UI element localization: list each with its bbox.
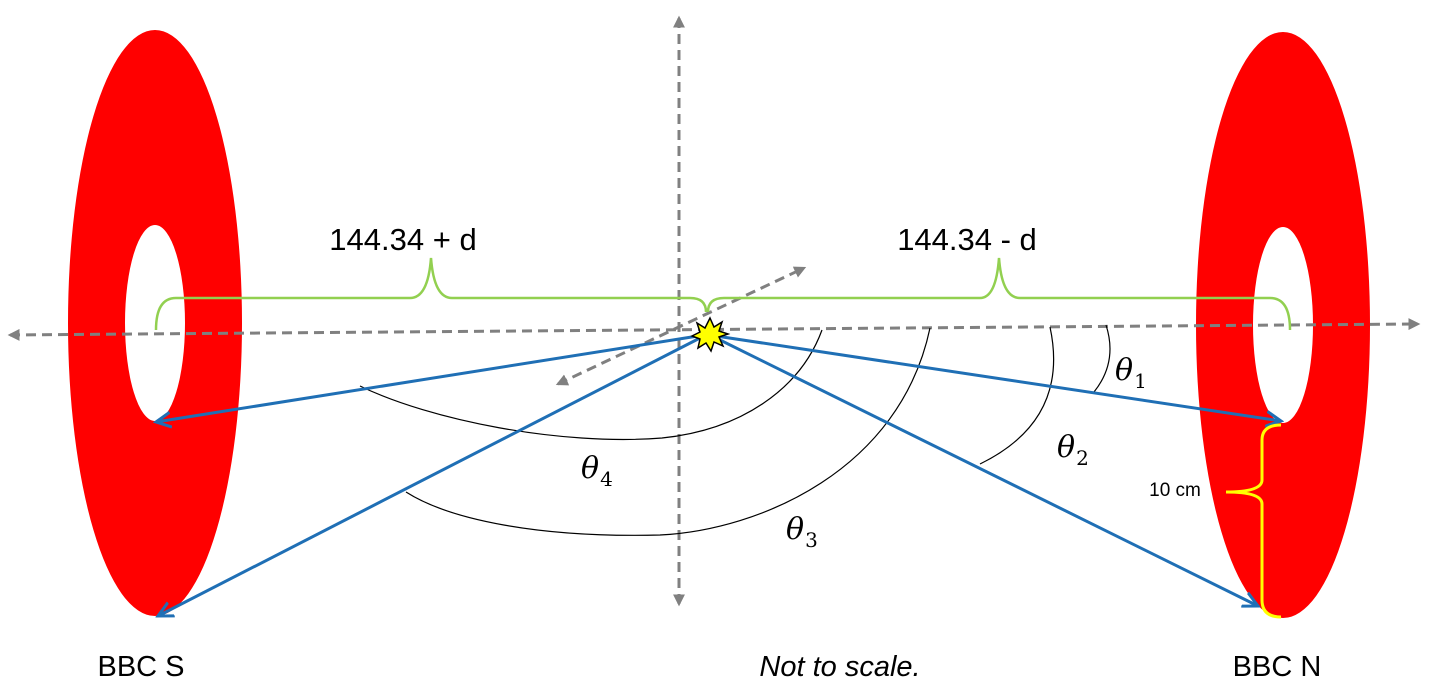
right-distance-label: 144.34 - d	[897, 222, 1037, 257]
theta4-arc	[359, 329, 823, 441]
ray-south-inner	[156, 334, 699, 422]
theta1-arc	[1093, 324, 1111, 393]
ray-south-outer	[158, 336, 701, 616]
collision-vertex-burst	[690, 316, 731, 353]
bbc-south-label: BBC S	[97, 651, 184, 683]
ray-north-outer	[715, 336, 1258, 606]
right-distance-brace	[706, 257, 1292, 331]
bbc-north-detector	[1196, 32, 1370, 618]
bbc-north-label: BBC N	[1233, 651, 1322, 683]
theta2-label: θ2	[1057, 430, 1089, 470]
bbc-south-detector	[68, 30, 242, 616]
theta3-arc	[405, 327, 931, 536]
ray-north-inner	[715, 334, 1281, 421]
theta1-label: θ1	[1115, 353, 1147, 393]
left-distance-label: 144.34 + d	[329, 222, 476, 257]
theta2-arc	[979, 326, 1055, 465]
not-to-scale-note: Not to scale.	[759, 651, 920, 683]
theta4-label: θ4	[581, 451, 613, 491]
height-label: 10 cm	[1149, 480, 1201, 501]
theta3-label: θ3	[786, 512, 818, 552]
height-brace	[1225, 423, 1282, 619]
depth-axis	[555, 266, 807, 386]
left-distance-brace	[154, 257, 708, 331]
